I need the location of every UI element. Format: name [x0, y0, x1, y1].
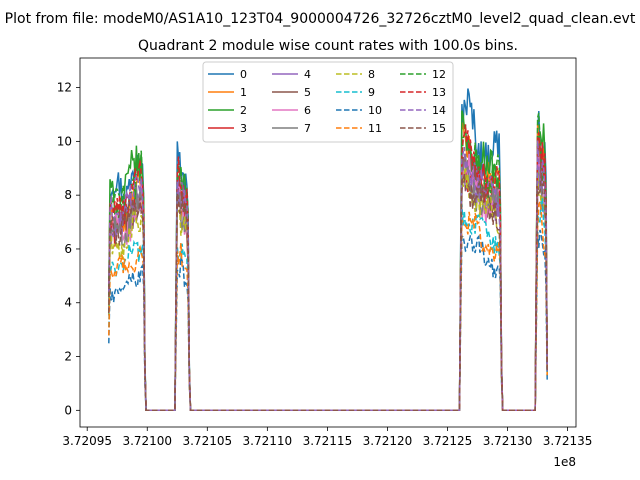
legend-label-6: 6	[304, 104, 311, 117]
x-tick-label: 3.72120	[363, 434, 413, 448]
legend-label-11: 11	[368, 122, 382, 135]
legend-label-10: 10	[368, 104, 382, 117]
legend-label-8: 8	[368, 68, 375, 81]
plot-frame	[79, 57, 577, 428]
legend-label-9: 9	[368, 86, 375, 99]
legend-label-5: 5	[304, 86, 311, 99]
x-tick-label: 3.72135	[543, 434, 593, 448]
series-line-15	[108, 172, 548, 412]
legend-label-12: 12	[432, 68, 446, 81]
x-axis: 3.72095 3.72100 3.72105 3.72110 3.72115 3.721…	[62, 427, 592, 448]
x-tick-label: 3.72100	[122, 434, 172, 448]
y-tick-label: 12	[57, 81, 72, 95]
legend-label-3: 3	[240, 122, 247, 135]
y-axis: 0 2 4 6 8 10 12	[57, 81, 80, 417]
figure-suptitle: Plot from file: modeM0/AS1A10_123T04_900…	[5, 11, 636, 27]
plot-lines	[108, 88, 548, 412]
y-tick-label: 10	[57, 134, 72, 148]
legend-label-2: 2	[240, 104, 247, 117]
legend-label-15: 15	[432, 122, 446, 135]
x-tick-label: 3.72125	[423, 434, 473, 448]
y-tick-label: 6	[64, 242, 72, 256]
y-tick-label: 8	[64, 188, 72, 202]
y-tick-label: 4	[64, 296, 72, 310]
x-tick-label: 3.72115	[303, 434, 353, 448]
y-tick-label: 0	[64, 403, 72, 417]
x-tick-label: 3.72095	[62, 434, 112, 448]
legend-label-0: 0	[240, 68, 247, 81]
y-tick-label: 2	[64, 350, 72, 364]
legend-label-14: 14	[432, 104, 446, 117]
legend-label-1: 1	[240, 86, 247, 99]
legend-frame	[202, 61, 454, 143]
x-tick-label: 3.72130	[483, 434, 533, 448]
legend-label-7: 7	[304, 122, 311, 135]
x-offset-label: 1e8	[553, 455, 576, 469]
chart-title: Quadrant 2 module wise count rates with …	[138, 38, 518, 54]
legend-label-4: 4	[304, 68, 311, 81]
x-tick-label: 3.72105	[182, 434, 232, 448]
x-tick-label: 3.72110	[243, 434, 293, 448]
legend-label-13: 13	[432, 86, 446, 99]
